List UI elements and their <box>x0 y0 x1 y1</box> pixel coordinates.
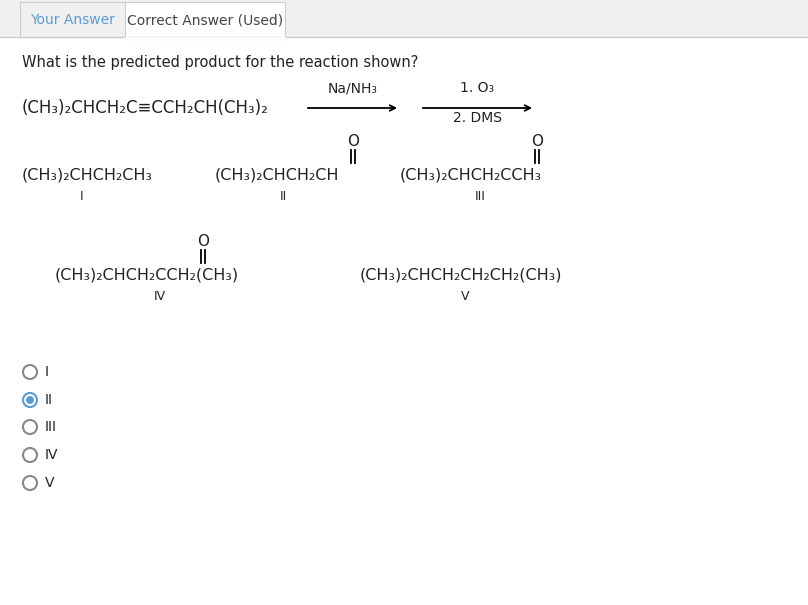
Text: III: III <box>474 191 486 203</box>
FancyBboxPatch shape <box>125 2 285 39</box>
Text: II: II <box>45 393 53 407</box>
Text: O: O <box>531 134 543 149</box>
Text: III: III <box>45 420 57 434</box>
Text: What is the predicted product for the reaction shown?: What is the predicted product for the re… <box>22 56 419 71</box>
Text: 1. O₃: 1. O₃ <box>461 81 494 95</box>
Text: (CH₃)₂CHCH₂CH₃: (CH₃)₂CHCH₂CH₃ <box>22 168 153 183</box>
Text: (CH₃)₂CHCH₂C≡CCH₂CH(CH₃)₂: (CH₃)₂CHCH₂C≡CCH₂CH(CH₃)₂ <box>22 99 269 117</box>
Text: O: O <box>197 235 209 249</box>
Text: II: II <box>280 191 287 203</box>
Text: O: O <box>347 134 359 149</box>
Text: IV: IV <box>154 290 166 304</box>
Text: (CH₃)₂CHCH₂CCH₂(CH₃): (CH₃)₂CHCH₂CCH₂(CH₃) <box>55 267 239 283</box>
Text: I: I <box>45 365 49 379</box>
Text: Correct Answer (Used): Correct Answer (Used) <box>127 13 283 27</box>
Text: V: V <box>45 476 54 490</box>
Text: V: V <box>461 290 469 304</box>
Text: 2. DMS: 2. DMS <box>453 111 502 125</box>
Text: Your Answer: Your Answer <box>30 13 115 27</box>
FancyBboxPatch shape <box>20 2 125 37</box>
Text: Na/NH₃: Na/NH₃ <box>327 81 377 95</box>
Text: (CH₃)₂CHCH₂CH: (CH₃)₂CHCH₂CH <box>215 168 339 183</box>
Bar <box>0 0 808 37</box>
Text: (CH₃)₂CHCH₂CH₂CH₂(CH₃): (CH₃)₂CHCH₂CH₂CH₂(CH₃) <box>360 267 562 283</box>
Text: IV: IV <box>45 448 58 462</box>
Text: I: I <box>80 191 84 203</box>
Circle shape <box>26 396 34 404</box>
Text: (CH₃)₂CHCH₂CCH₃: (CH₃)₂CHCH₂CCH₃ <box>400 168 542 183</box>
